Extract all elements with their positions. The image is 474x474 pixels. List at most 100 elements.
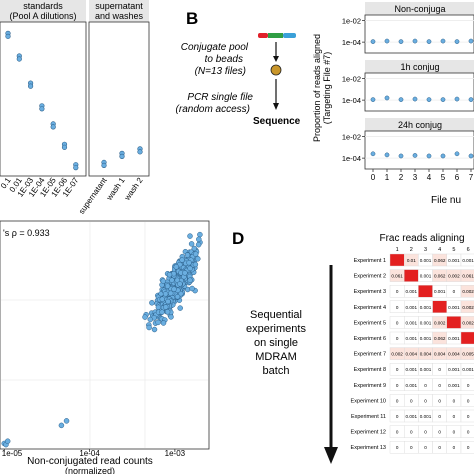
panel-d: D Frac reads aligning Sequential experim… bbox=[232, 229, 474, 464]
panel-b-facet-label: 24h conjug bbox=[398, 120, 442, 130]
panel-d-cell-value: 0.001 bbox=[406, 289, 418, 294]
panel-c-point bbox=[167, 290, 174, 297]
panel-d-cell-value: 0.001 bbox=[406, 305, 418, 310]
panel-c-point bbox=[195, 256, 201, 262]
panel-d-row-label: Experiment 7 bbox=[354, 352, 386, 358]
panel-b-facet-plot bbox=[364, 130, 474, 170]
panel-d-side-label: Sequential experiments on single MDRAM b… bbox=[246, 309, 306, 377]
panel-d-heatmap: 1234567Experiment 10.010.0010.0620.0010.… bbox=[351, 247, 474, 454]
panel-d-cell bbox=[460, 347, 474, 360]
panel-d-cell-value: 0.001 bbox=[462, 367, 474, 372]
panel-c-point bbox=[174, 293, 181, 300]
panel-b-x-tick: 4 bbox=[427, 173, 432, 182]
panel-d-cell-value: 0 bbox=[453, 445, 456, 450]
panel-d-cell-value: 0.062 bbox=[434, 274, 446, 279]
panel-d-cell-value: 0.062 bbox=[434, 336, 446, 341]
panel-d-cell-value: 0.002 bbox=[462, 320, 474, 325]
panel-c-point bbox=[187, 277, 193, 283]
panel-d-row-label: Experiment 10 bbox=[351, 398, 386, 404]
panel-c-point bbox=[187, 265, 193, 272]
panel-b-facet-strip bbox=[365, 2, 474, 15]
panel-d-cell-value: 0 bbox=[467, 383, 470, 388]
panel-a-point bbox=[101, 162, 107, 169]
panel-b-x-tick: 2 bbox=[399, 173, 404, 182]
arrow-down-2 bbox=[273, 103, 279, 110]
arrow-down-1 bbox=[273, 56, 279, 62]
panel-a-point bbox=[39, 106, 45, 112]
panel-c-point bbox=[192, 251, 199, 257]
panel-d-cell bbox=[460, 316, 474, 329]
panel-d-cell-value: 0 bbox=[396, 289, 399, 294]
panel-d-col-header: 3 bbox=[424, 247, 427, 253]
panel-c-point bbox=[191, 245, 198, 252]
panel-a-point bbox=[28, 83, 34, 89]
side-label-3: on single bbox=[254, 337, 298, 349]
step1-line3: (N=13 files) bbox=[195, 66, 246, 77]
panel-c-point bbox=[187, 233, 193, 239]
panel-d-cell-value: 0 bbox=[453, 430, 456, 435]
panel-b-point bbox=[398, 153, 404, 159]
panel-d-cell bbox=[460, 331, 474, 345]
panel-d-cell bbox=[460, 285, 474, 298]
panel-a-point bbox=[119, 153, 125, 159]
panel-d-row-label: Experiment 6 bbox=[354, 336, 386, 342]
panel-b-point bbox=[384, 152, 390, 158]
panel-b-y-tick: 1e-02 bbox=[342, 16, 361, 25]
panel-d-cell-value: 0 bbox=[424, 383, 427, 388]
panel-a-point bbox=[73, 165, 79, 171]
panel-d-cell-value: 0 bbox=[396, 398, 399, 403]
panel-d-cell-value: 0 bbox=[438, 445, 441, 450]
side-label-4: MDRAM bbox=[255, 351, 297, 363]
panel-c-point bbox=[146, 324, 152, 331]
panel-a-point bbox=[16, 56, 22, 62]
panel-d-cell-value: 0.001 bbox=[448, 336, 460, 341]
panel-d-cell-value: 0.004 bbox=[406, 352, 418, 357]
panel-a-x-ticks: 0.10.011E-031E-041E-051E-061E-07supernat… bbox=[0, 175, 145, 215]
panel-d-cell-value: 0 bbox=[467, 398, 470, 403]
panel-b-point bbox=[454, 39, 460, 44]
panel-c-point bbox=[160, 320, 167, 326]
panel-d-col-header: 2 bbox=[410, 247, 413, 253]
panel-b-point bbox=[468, 97, 474, 102]
panel-a-point bbox=[5, 33, 11, 39]
panel-c-point bbox=[159, 296, 166, 302]
panel-d-cell-value: 0.001 bbox=[462, 258, 474, 263]
panel-b-point bbox=[412, 96, 418, 102]
strip-supernatant-line2: and washes bbox=[95, 11, 144, 21]
sequence-arrow-head bbox=[324, 447, 338, 464]
panel-b-point bbox=[370, 151, 376, 157]
panel-c-plot-area bbox=[0, 220, 210, 450]
panel-c: 's ρ = 0.933 1e-05 1e-04 1e-03 Non-conjuga… bbox=[0, 220, 210, 474]
panel-c-point bbox=[162, 291, 169, 297]
panel-d-cell bbox=[460, 253, 474, 267]
panel-b-point bbox=[468, 38, 474, 44]
panel-c-point bbox=[171, 286, 177, 292]
panel-d-cell-value: 0 bbox=[396, 305, 399, 310]
panel-d-cell-value: 0.001 bbox=[420, 336, 432, 341]
panel-c-point bbox=[159, 309, 165, 315]
strip-standards-line2: (Pool A dilutions) bbox=[9, 11, 76, 21]
panel-a-points bbox=[5, 30, 143, 171]
panel-c-x-tick: 1e-03 bbox=[165, 449, 186, 458]
panel-c-point bbox=[162, 304, 169, 310]
panel-b-point bbox=[370, 39, 376, 44]
panel-d-cell-value: 0 bbox=[467, 445, 470, 450]
panel-b-point bbox=[398, 97, 404, 102]
step1-line1: Conjugate pool bbox=[181, 42, 249, 53]
panel-b-facet-plot bbox=[364, 72, 474, 112]
panel-a-x-tick: wash 1 bbox=[104, 176, 127, 203]
panel-a-point bbox=[50, 124, 56, 130]
side-label-1: Sequential bbox=[250, 309, 302, 321]
panel-d-cell-value: 0 bbox=[396, 383, 399, 388]
panel-d-cell-value: 0 bbox=[410, 445, 413, 450]
bead-stack bbox=[258, 33, 296, 38]
panel-c-x-tick: 1e-04 bbox=[79, 449, 100, 458]
panel-b-point bbox=[440, 97, 446, 102]
panel-d-cell-value: 0.001 bbox=[448, 305, 460, 310]
panel-b-y-tick: 1e-04 bbox=[342, 154, 361, 163]
step2-line2: (random access) bbox=[176, 104, 250, 115]
panel-d-cell-value: 0 bbox=[467, 414, 470, 419]
panel-d-cell-value: 0.004 bbox=[420, 352, 432, 357]
panel-d-cell-value: 0 bbox=[396, 430, 399, 435]
